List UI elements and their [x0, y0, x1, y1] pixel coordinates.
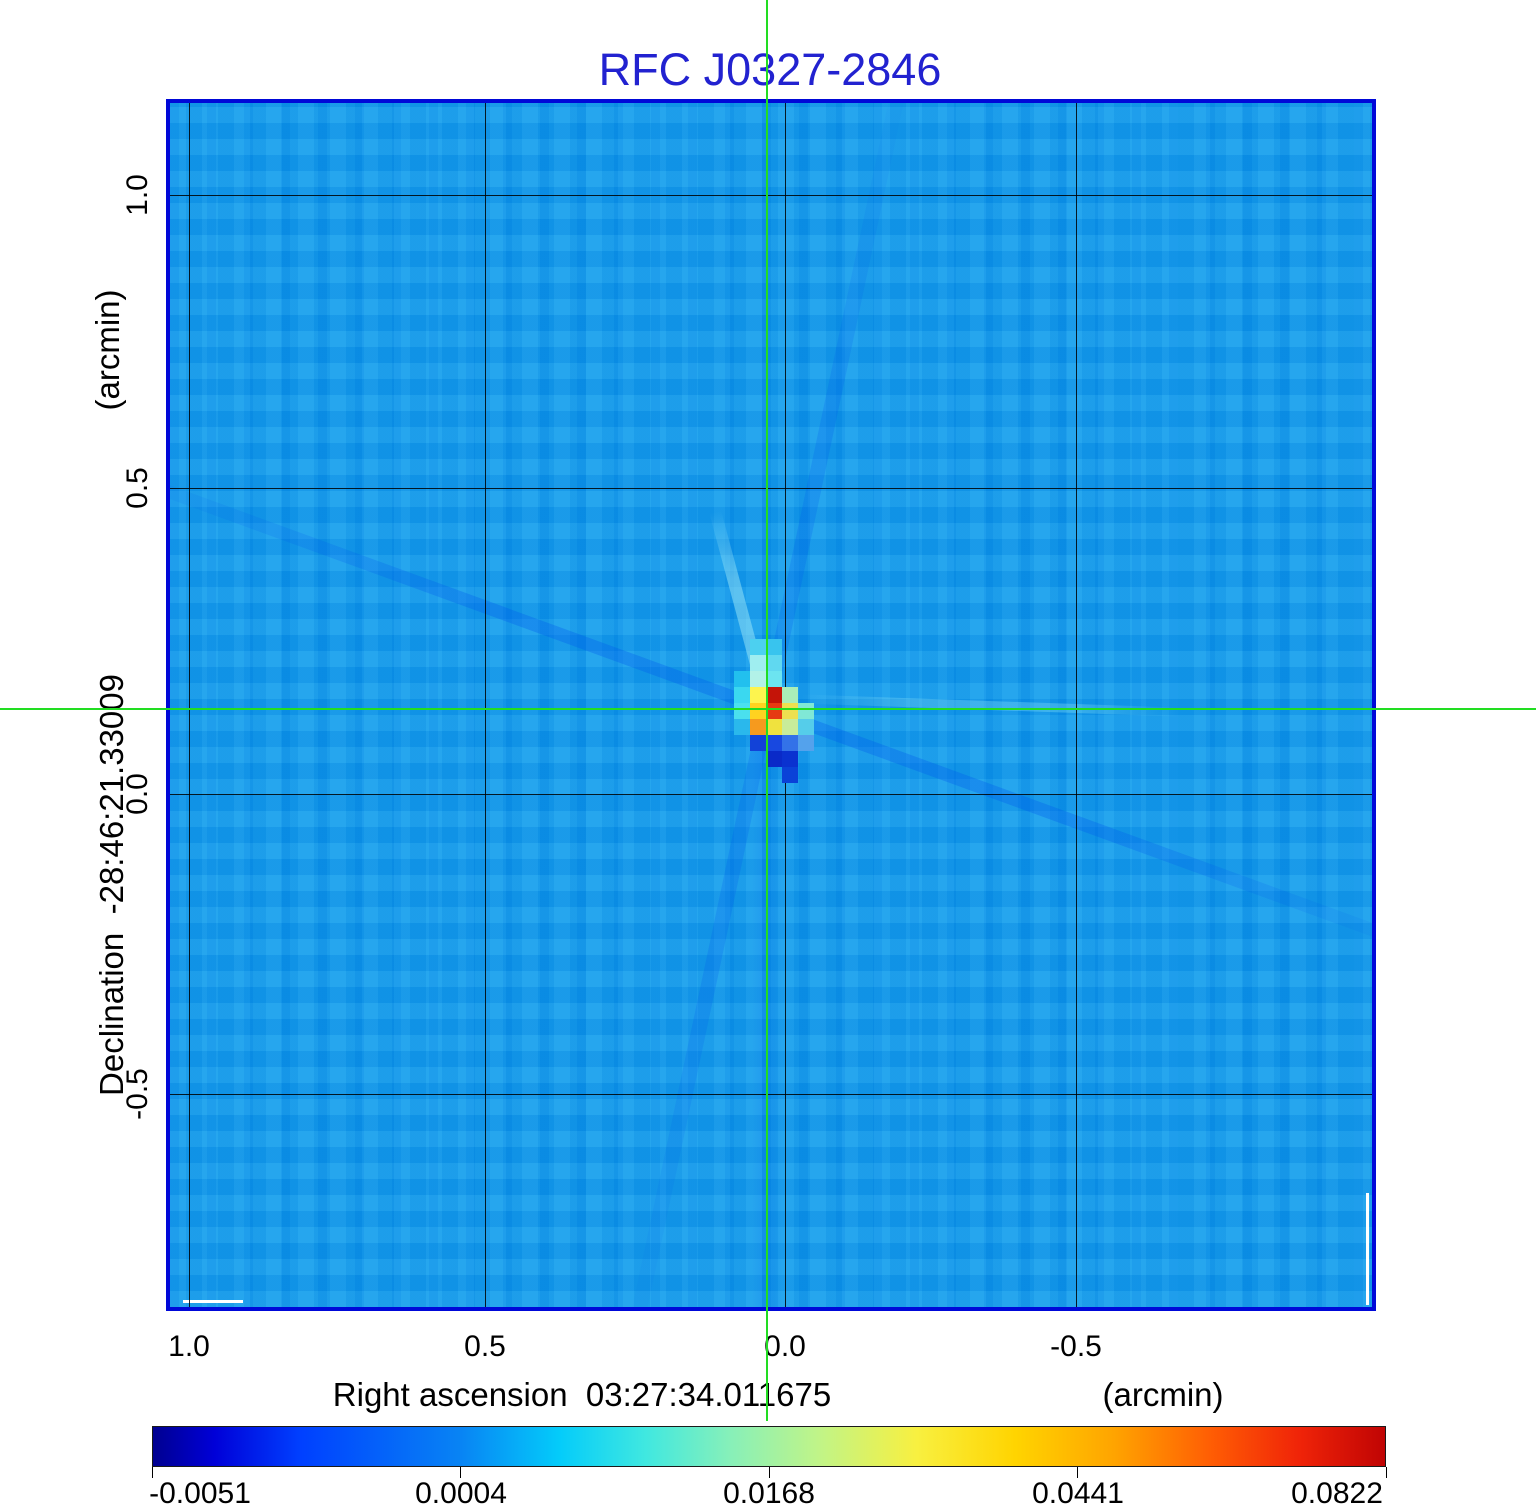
- source-blob-pixel: [782, 735, 798, 751]
- source-blob-pixel: [750, 655, 766, 671]
- source-blob-pixel: [734, 703, 750, 719]
- dec-grid-line: [170, 195, 1372, 196]
- colorbar-tick: [460, 1467, 461, 1478]
- source-blob-pixel: [766, 751, 782, 767]
- source-blob-pixel: [734, 671, 750, 687]
- x-tick-label: 1.0: [168, 1330, 210, 1363]
- source-blob-pixel: [782, 767, 798, 783]
- dec-grid-line: [170, 794, 1372, 795]
- source-blob-pixel: [798, 719, 814, 735]
- dec-grid-line: [170, 488, 1372, 489]
- source-blob-pixel: [750, 703, 766, 719]
- y-tick-label: 1.0: [121, 174, 154, 216]
- y-axis-unit: (arcmin): [89, 289, 126, 411]
- source-blob-pixel: [766, 703, 782, 719]
- source-blob-pixel: [798, 735, 814, 751]
- source-blob-pixel: [750, 735, 766, 751]
- source-blob-pixel: [766, 687, 782, 703]
- colorbar-tick: [769, 1467, 770, 1478]
- x-tick-label: 0.0: [764, 1330, 806, 1363]
- source-blob-pixel: [798, 703, 814, 719]
- colorbar-tick: [152, 1467, 153, 1478]
- x-axis-unit: (arcmin): [1102, 1376, 1224, 1413]
- dec-grid-line: [170, 1094, 1372, 1095]
- colorbar-tick-label: 0.0168: [723, 1477, 815, 1510]
- source-blob-pixel: [782, 751, 798, 767]
- ra-grid-line: [1076, 103, 1077, 1307]
- source-blob-pixel: [766, 719, 782, 735]
- colorbar-tick: [1386, 1467, 1387, 1478]
- plot-area: [170, 103, 1372, 1307]
- crosshair-vertical-line: [766, 0, 768, 1421]
- colorbar-tick-label: 0.0004: [415, 1477, 507, 1510]
- source-blob-pixel: [782, 687, 798, 703]
- y-axis-title: Declination -28:46:21.33009: [93, 674, 130, 1096]
- source-blob-pixel: [766, 671, 782, 687]
- ra-grid-line: [485, 103, 486, 1307]
- crosshair-horizontal-line: [0, 708, 1536, 710]
- source-blob-pixel: [750, 687, 766, 703]
- x-tick-label: -0.5: [1050, 1330, 1102, 1363]
- x-axis-title: Right ascension 03:27:34.011675: [332, 1376, 832, 1413]
- source-blob-pixel: [734, 687, 750, 703]
- source-blob-pixel: [734, 719, 750, 735]
- source-blob-pixel: [766, 639, 782, 655]
- colorbar-tick-label: -0.0051: [149, 1477, 251, 1510]
- source-blob-pixel: [782, 719, 798, 735]
- ra-grid-line: [189, 103, 190, 1307]
- colorbar-tick-label: 0.0822: [1291, 1477, 1383, 1510]
- page-title: RFC J0327-2846: [598, 44, 942, 95]
- beam-scale-bar: [183, 1300, 243, 1303]
- source-blob-pixel: [782, 703, 798, 719]
- x-tick-label: 0.5: [464, 1330, 506, 1363]
- y-tick-label: -0.5: [121, 1068, 154, 1120]
- y-tick-label: 0.0: [121, 773, 154, 815]
- colorbar-tick-label: 0.0441: [1032, 1477, 1124, 1510]
- edge-artifact: [1366, 1193, 1369, 1305]
- colorbar-tick: [1077, 1467, 1078, 1478]
- y-tick-label: 0.5: [121, 467, 154, 509]
- source-blob-pixel: [766, 735, 782, 751]
- colorbar: [152, 1426, 1386, 1467]
- source-blob-pixel: [766, 655, 782, 671]
- source-blob-pixel: [750, 671, 766, 687]
- source-blob-pixel: [750, 639, 766, 655]
- source-blob-pixel: [750, 719, 766, 735]
